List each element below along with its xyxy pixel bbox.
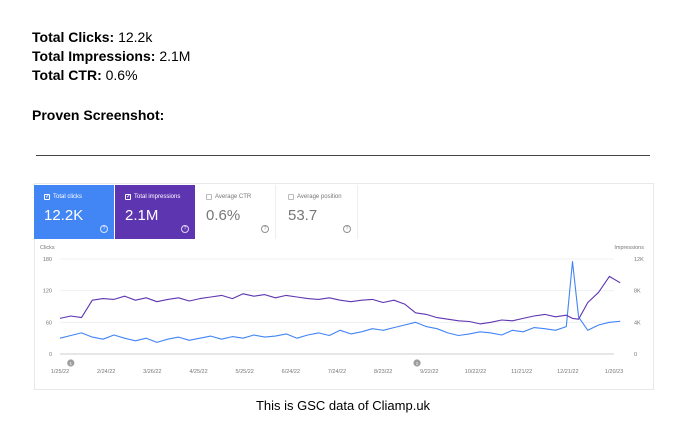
summary-stats: Total Clicks: 12.2k Total Impressions: 2… <box>32 28 190 85</box>
metric-value: 2.1M <box>125 207 159 224</box>
x-tick-label: 7/24/22 <box>328 369 346 375</box>
help-icon[interactable]: ? <box>181 225 189 233</box>
proven-screenshot-heading: Proven Screenshot: <box>32 107 165 123</box>
stat-total-clicks: Total Clicks: 12.2k <box>32 29 153 45</box>
x-tick-label: 1/25/22 <box>51 369 69 375</box>
series-line-total-impressions <box>59 275 621 325</box>
metric-card-total-impressions[interactable]: ✓ Total impressions 2.1M ? <box>115 185 195 239</box>
x-tick-label: 9/22/22 <box>420 369 438 375</box>
metric-label: Average position <box>297 194 342 200</box>
gsc-performance-panel: ✓ Total clicks 12.2K ? ✓ Total impressions… <box>34 183 654 390</box>
stat-total-impressions: Total Impressions: 2.1M <box>32 48 191 64</box>
stat-total-ctr: Total CTR: 0.6% <box>32 67 138 83</box>
divider <box>36 155 650 156</box>
right-tick-label: 12K <box>634 257 644 263</box>
x-tick-label: 8/23/22 <box>374 369 392 375</box>
x-tick-label: 6/24/22 <box>282 369 300 375</box>
annotation-marker <box>413 359 421 367</box>
metric-label: Total impressions <box>134 194 181 200</box>
checkbox-checked-icon[interactable]: ✓ <box>44 194 51 200</box>
annotation-marker-label: 1 <box>70 361 73 366</box>
left-tick-label: 180 <box>43 257 52 263</box>
series-line-total-clicks <box>59 261 621 343</box>
checkbox-checked-icon[interactable]: ✓ <box>125 194 132 200</box>
x-tick-label: 3/26/22 <box>143 369 161 375</box>
x-tick-label: 2/24/22 <box>97 369 115 375</box>
performance-chart: Clicks Impressions 180 12K 120 8K 60 4K 0 0 1/25/2… <box>40 245 644 375</box>
metric-value: 53.7 <box>288 207 318 224</box>
x-tick-label: 5/25/22 <box>235 369 253 375</box>
metric-label: Total clicks <box>53 194 83 200</box>
metric-card-total-clicks[interactable]: ✓ Total clicks 12.2K ? <box>34 185 114 239</box>
right-tick-label: 4K <box>634 320 641 326</box>
right-tick-label: 0 <box>634 352 637 358</box>
left-tick-label: 0 <box>49 352 52 358</box>
checkbox-unchecked-icon[interactable] <box>206 194 212 200</box>
help-icon[interactable]: ? <box>261 225 269 233</box>
caption: This is GSC data of Cliamp.uk <box>255 398 431 413</box>
metric-label: Average CTR <box>215 194 252 200</box>
left-tick-label: 120 <box>43 289 52 295</box>
help-icon[interactable]: ? <box>100 225 108 233</box>
right-tick-label: 8K <box>634 289 641 295</box>
x-tick-label: 11/21/22 <box>511 369 532 375</box>
metric-value: 0.6% <box>206 207 241 224</box>
right-axis-title: Impressions <box>614 245 644 251</box>
help-icon[interactable]: ? <box>343 225 351 233</box>
x-tick-label: 1/20/23 <box>605 369 623 375</box>
annotation-marker <box>67 359 75 367</box>
annotation-marker-label: 1 <box>416 361 419 366</box>
x-tick-label: 12/21/22 <box>557 369 578 375</box>
x-tick-label: 10/22/22 <box>465 369 486 375</box>
metric-value: 12.2K <box>44 207 84 224</box>
metric-card-average-position[interactable]: Average position 53.7 ? <box>278 185 358 239</box>
checkbox-unchecked-icon[interactable] <box>288 194 294 200</box>
left-axis-title: Clicks <box>40 245 55 251</box>
x-tick-label: 4/25/22 <box>189 369 207 375</box>
left-tick-label: 60 <box>46 320 52 326</box>
metric-card-average-ctr[interactable]: Average CTR 0.6% ? <box>196 185 276 239</box>
